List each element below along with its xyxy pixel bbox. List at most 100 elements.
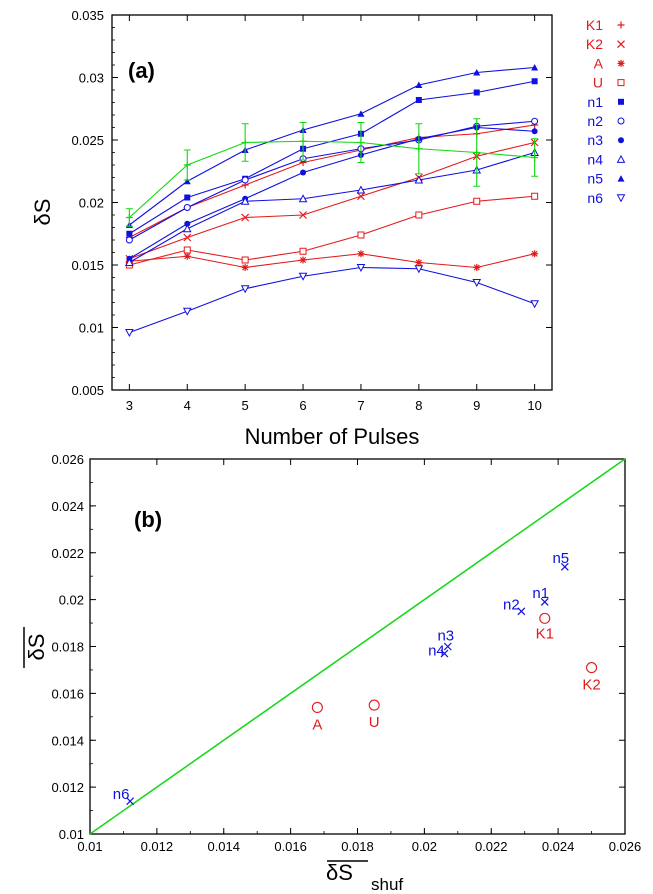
panel-a-label: (a) — [128, 58, 155, 83]
panel-a-x-tick-label: 3 — [126, 398, 133, 413]
legend-marker-n2 — [617, 117, 625, 125]
data-point — [125, 329, 134, 338]
legend-label-n6: n6 — [587, 190, 603, 206]
panel-a-series-n3 — [126, 124, 538, 262]
series-line — [129, 141, 535, 260]
data-point — [183, 246, 191, 254]
data-point — [531, 117, 539, 125]
panel-a-y-tick-label: 0.005 — [71, 383, 104, 398]
panel-b-x-tick-label: 0.012 — [141, 839, 174, 854]
data-point — [298, 194, 308, 203]
legend-marker-K2 — [617, 40, 625, 49]
data-point — [414, 265, 424, 274]
panel-b-point-n6: n6 — [113, 786, 135, 806]
data-point — [531, 250, 539, 258]
data-point — [473, 149, 481, 156]
data-point — [473, 69, 481, 76]
panel-b-x-tick-label: 0.022 — [475, 839, 508, 854]
data-point — [183, 204, 191, 211]
data-point — [299, 247, 307, 255]
point-label: n4 — [428, 643, 445, 660]
data-point — [241, 139, 249, 146]
data-point — [472, 279, 482, 288]
series-line — [129, 266, 535, 334]
data-point — [415, 97, 422, 103]
data-point — [356, 185, 366, 194]
legend-label-A: A — [594, 55, 604, 71]
point-marker — [517, 607, 526, 616]
legend-marker-A — [617, 59, 625, 67]
panel-b-x-tick-label: 0.02 — [412, 839, 437, 854]
data-point — [415, 259, 423, 266]
point-marker — [443, 642, 452, 651]
legend-label-n1: n1 — [587, 94, 603, 110]
data-point — [415, 211, 423, 219]
data-point — [183, 252, 191, 260]
panel-b-point-K1: K1 — [536, 612, 554, 642]
data-point — [241, 176, 249, 184]
point-label: U — [369, 714, 380, 731]
legend-marker-U — [617, 79, 625, 87]
data-point — [357, 231, 365, 239]
panel-b-y-tick-label: 0.024 — [51, 499, 84, 514]
legend-marker-n4 — [616, 154, 626, 163]
data-point — [357, 110, 365, 117]
data-point — [356, 264, 366, 273]
data-point — [183, 233, 192, 242]
panel-b-point-U: U — [368, 699, 380, 731]
panel-a-x-tick-label: 7 — [357, 398, 364, 413]
panel-a-y-tick-label: 0.02 — [79, 196, 104, 211]
data-point — [531, 128, 538, 135]
data-point — [415, 81, 423, 88]
panel-a-y-tick-label: 0.01 — [79, 321, 104, 336]
panel-b-y-tick-label: 0.01 — [59, 827, 84, 842]
panel-b-y-tick-label: 0.02 — [59, 593, 84, 608]
panel-a-series-n6 — [125, 264, 539, 338]
series-line — [129, 66, 535, 226]
legend-label-n3: n3 — [587, 132, 603, 148]
series-line — [129, 253, 535, 269]
series-line — [129, 80, 535, 235]
panel-b-label: (b) — [134, 507, 162, 532]
panel-a-y-tick-label: 0.025 — [71, 133, 104, 148]
data-point — [184, 220, 191, 227]
data-point — [182, 307, 192, 316]
panel-a-x-tick-label: 6 — [299, 398, 306, 413]
panel-a-x-tick-label: 5 — [242, 398, 249, 413]
data-point — [240, 285, 250, 294]
point-label: K1 — [536, 625, 554, 642]
series-line — [129, 126, 535, 260]
data-point — [241, 213, 250, 222]
panel-b-x-tick-label: 0.016 — [274, 839, 307, 854]
data-point — [531, 78, 538, 85]
data-point — [240, 196, 250, 205]
panel-b-point-n2: n2 — [503, 596, 526, 616]
data-point — [182, 224, 192, 233]
data-point — [531, 154, 539, 161]
point-label: n3 — [437, 628, 454, 645]
data-point — [357, 250, 365, 258]
panel-b-y-tick-label: 0.026 — [51, 452, 84, 467]
point-label: n5 — [552, 550, 569, 567]
legend-label-K2: K2 — [586, 36, 603, 52]
panel-b-x-axis-label: δS — [326, 860, 353, 885]
data-point — [183, 161, 191, 169]
data-point — [125, 236, 133, 244]
data-point — [184, 194, 191, 201]
point-marker — [440, 649, 449, 658]
data-point — [531, 192, 539, 200]
point-label: n1 — [532, 585, 549, 602]
data-point — [473, 264, 481, 271]
panel-b-x-tick-label: 0.01 — [77, 839, 102, 854]
point-marker — [539, 612, 551, 624]
panel-b-x-tick-label: 0.024 — [542, 839, 575, 854]
series-line — [128, 140, 535, 218]
data-point — [357, 139, 365, 146]
legend-label-U: U — [593, 75, 603, 91]
point-marker — [311, 701, 323, 713]
point-label: K2 — [582, 677, 600, 694]
data-point — [473, 197, 481, 205]
point-label: n6 — [113, 786, 130, 803]
panel-a-chart: 3 4 5 6 7 8 9 10 0.005 0.01 0.015 0.02 0.025 0.03 0.03… — [30, 8, 626, 449]
panel-b-x-tick-label: 0.014 — [207, 839, 240, 854]
